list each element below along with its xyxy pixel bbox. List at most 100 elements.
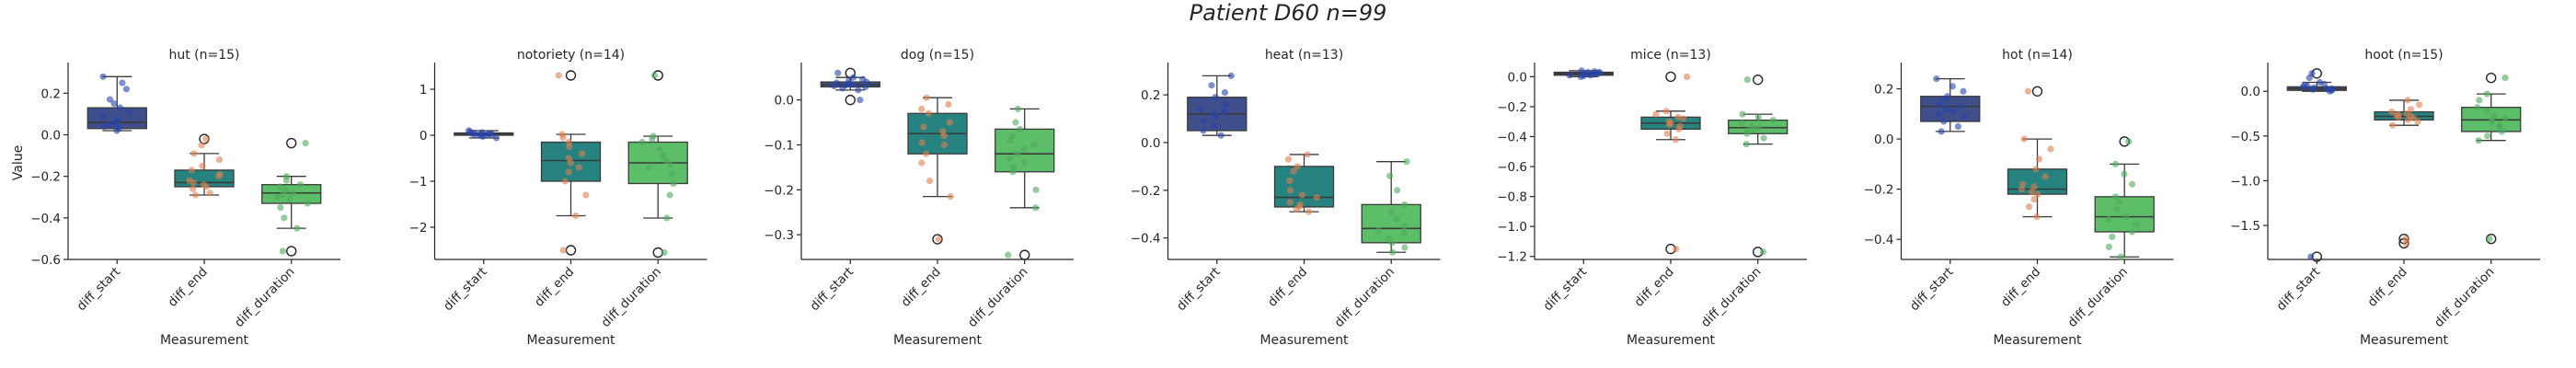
box-diff_end xyxy=(174,133,235,199)
data-point xyxy=(1208,82,1215,89)
outlier-marker xyxy=(565,70,577,81)
data-point xyxy=(666,191,673,199)
data-point xyxy=(947,193,954,201)
outlier-marker xyxy=(286,137,297,149)
panel-6: hoot (n=15) −1.5 −1.0 −0.5 0.0 diff_start diff… xyxy=(2230,48,2540,348)
box-diff_duration xyxy=(627,70,688,259)
x-tick-label: diff_duration xyxy=(2064,265,2131,331)
data-point xyxy=(199,162,206,169)
x-axis-label: Measurement xyxy=(1993,333,2082,348)
data-point xyxy=(119,79,126,86)
data-point xyxy=(656,145,663,153)
data-point xyxy=(1739,110,1746,118)
data-point xyxy=(2025,203,2033,211)
data-point xyxy=(579,150,586,157)
y-tick-label: −0.2 xyxy=(1131,184,1161,199)
data-point xyxy=(198,142,205,149)
data-point xyxy=(2047,145,2054,153)
data-point xyxy=(2105,215,2112,223)
data-point xyxy=(2404,97,2411,104)
data-point xyxy=(105,121,112,128)
data-point xyxy=(1227,72,1235,79)
data-point xyxy=(575,164,582,171)
data-point xyxy=(2035,155,2043,163)
data-point xyxy=(1676,122,1684,130)
y-tick-label: −0.6 xyxy=(30,253,61,268)
box-diff_start xyxy=(454,127,514,142)
outlier-marker xyxy=(1753,74,1764,86)
data-point xyxy=(1960,112,1968,121)
data-point xyxy=(2486,236,2493,243)
y-tick-label: −1.0 xyxy=(1497,220,1527,235)
data-point xyxy=(918,139,926,146)
data-point xyxy=(1936,110,1943,118)
data-point xyxy=(1313,193,1320,201)
x-tick-label: diff_end xyxy=(2364,265,2409,310)
outlier-marker xyxy=(286,246,297,257)
y-tick-label: −0.4 xyxy=(30,212,61,226)
data-point xyxy=(304,200,311,207)
panel-0: hut (n=15) −0.6 −0.4 −0.2 0.0 0.2 diff_start di… xyxy=(11,48,340,348)
data-point xyxy=(113,122,121,131)
data-point xyxy=(668,170,676,178)
panels: hut (n=15) −0.6 −0.4 −0.2 0.0 0.2 diff_start di… xyxy=(11,48,2540,348)
y-tick-label: −0.4 xyxy=(1497,131,1527,145)
data-point xyxy=(99,73,107,80)
data-point xyxy=(1759,248,1766,256)
y-tick-label: −0.6 xyxy=(1497,160,1527,175)
x-tick-label: diff_duration xyxy=(2432,265,2498,331)
iqr-box xyxy=(1920,96,1981,122)
data-point xyxy=(1666,121,1673,129)
data-point xyxy=(2389,121,2397,129)
data-point xyxy=(1949,83,1956,90)
data-point xyxy=(302,139,309,147)
data-point xyxy=(935,236,942,243)
y-tick-label: −1.2 xyxy=(1497,250,1527,265)
data-point xyxy=(1386,172,1394,179)
y-tick-label: 0.0 xyxy=(1874,132,1893,147)
data-point xyxy=(190,150,198,157)
data-point xyxy=(2116,198,2123,205)
data-point xyxy=(1566,72,1573,79)
data-point xyxy=(276,183,283,190)
y-tick-label: −2 xyxy=(409,221,428,236)
x-tick-label: diff_start xyxy=(1540,265,1590,315)
data-point xyxy=(2125,138,2133,145)
data-point xyxy=(281,214,288,222)
y-tick-label: −0.4 xyxy=(1131,232,1161,247)
data-point xyxy=(555,72,562,79)
data-point xyxy=(1940,118,1948,125)
x-axis-label: Measurement xyxy=(1259,333,1349,348)
panel-4: mice (n=13) −1.2 −1.0 −0.8 −0.6 −0.4 −0.2 0.0 di… xyxy=(1497,48,1807,348)
x-tick-label: diff_start xyxy=(807,265,857,315)
x-tick-label: diff_end xyxy=(1265,265,1310,310)
data-point xyxy=(215,156,224,164)
data-point xyxy=(855,86,862,94)
x-axis-label: Measurement xyxy=(1627,333,1716,348)
data-point xyxy=(2105,243,2112,250)
panel-2: dog (n=15) −0.3 −0.2 −0.1 0.0 diff_start diff_… xyxy=(764,48,1074,348)
data-point xyxy=(926,177,934,185)
x-tick-label: diff_end xyxy=(165,265,210,310)
data-point xyxy=(1304,151,1311,158)
data-point xyxy=(2474,104,2481,111)
y-tick-label: −0.2 xyxy=(1497,100,1527,115)
data-point xyxy=(2308,70,2316,77)
x-tick-label: diff_duration xyxy=(965,265,1031,331)
data-point xyxy=(1210,122,1217,130)
data-point xyxy=(1286,187,1294,194)
data-point xyxy=(662,156,670,165)
data-point xyxy=(923,94,930,101)
data-point xyxy=(1020,159,1029,167)
data-point xyxy=(1744,127,1752,134)
data-point xyxy=(645,164,652,171)
data-point xyxy=(1684,73,1691,80)
data-point xyxy=(918,159,926,167)
data-point xyxy=(2484,132,2491,140)
data-point xyxy=(650,132,657,140)
data-point xyxy=(289,190,297,197)
data-point xyxy=(279,247,286,255)
panel-title: mice (n=13) xyxy=(1630,48,1711,63)
data-point xyxy=(565,168,572,176)
box-diff_duration xyxy=(2094,136,2155,260)
